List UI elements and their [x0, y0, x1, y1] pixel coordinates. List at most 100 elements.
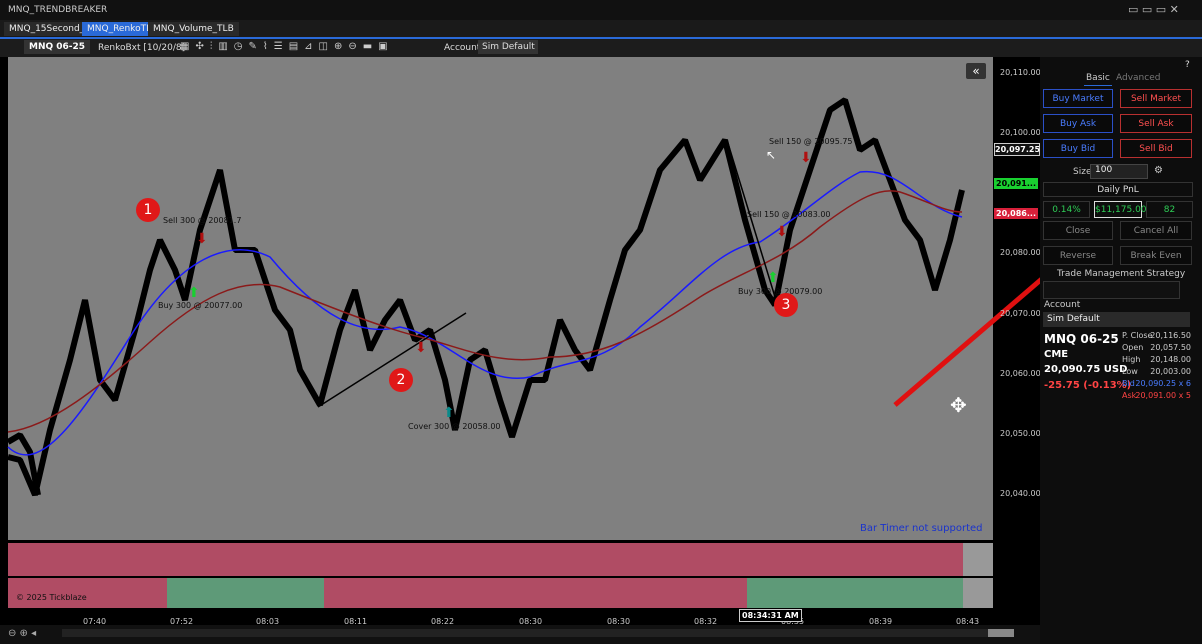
chart-type[interactable]: RenkoBxt [10/20/8]: [98, 43, 186, 53]
title-bar: MNQ_TRENDBREAKER ▭ ▭ ▭ ✕: [0, 0, 1202, 20]
quote-label: Ask: [1122, 391, 1137, 400]
time-label: 08:11: [344, 617, 368, 626]
tab[interactable]: MNQ_15Second_TB: [4, 22, 101, 36]
pnl-value: 82: [1146, 201, 1193, 218]
action-button[interactable]: Break Even: [1120, 246, 1192, 265]
price-tag: 20,091...: [994, 178, 1038, 189]
svg-text:⬇: ⬇: [196, 231, 208, 247]
account-select[interactable]: Sim Default: [1043, 312, 1190, 327]
buy-button[interactable]: Buy Bid: [1043, 139, 1113, 158]
account-label: Account: [1044, 300, 1081, 310]
pnl-header: Daily PnL: [1043, 182, 1193, 197]
quote-value: 20,003.00: [1150, 367, 1191, 376]
price-tag: 20,086...: [994, 208, 1038, 219]
svg-text:↖: ↖: [766, 148, 776, 162]
buy-button[interactable]: Buy Market: [1043, 89, 1113, 108]
quote-value: 20,091.00 x 5: [1135, 391, 1191, 400]
quote-label: Low: [1122, 367, 1138, 376]
price-label: 20,100.00: [1000, 128, 1041, 137]
action-button[interactable]: Cancel All: [1120, 221, 1192, 240]
time-label: 08:30: [607, 617, 631, 626]
tab[interactable]: MNQ_Volume_TLB: [148, 22, 239, 36]
quote-label: Open: [1122, 343, 1144, 352]
slow-ma: [7, 190, 963, 433]
account-label: Account:: [444, 43, 484, 53]
exchange: CME: [1044, 349, 1069, 360]
copyright: © 2025 Tickblaze: [16, 593, 87, 602]
action-button[interactable]: Reverse: [1043, 246, 1113, 265]
tab[interactable]: Advanced: [1116, 73, 1161, 83]
time-label: 07:52: [170, 617, 194, 626]
quote-label: P. Close: [1122, 331, 1153, 340]
pnl-value: $11,175.00: [1094, 201, 1147, 218]
window-controls[interactable]: ▭ ▭ ▭ ✕: [1128, 3, 1179, 16]
svg-text:«: «: [972, 64, 979, 78]
price-label: 20,080.00: [1000, 248, 1041, 257]
renko-bars: [6, 97, 965, 497]
price-label: 20,040.00: [1000, 489, 1041, 498]
price-label: 20,070.00: [1000, 309, 1041, 318]
symbol[interactable]: MNQ 06-25: [24, 40, 91, 54]
quote-label: High: [1122, 355, 1141, 364]
gear[interactable]: ⚙: [1154, 165, 1163, 176]
time-label: 08:39: [869, 617, 893, 626]
tab[interactable]: Basic: [1084, 73, 1112, 86]
size-input[interactable]: 100: [1090, 164, 1148, 179]
svg-text:⊖ ⊕ ◂: ⊖ ⊕ ◂: [8, 628, 36, 639]
tool-icons[interactable]: ▦✣⫶▥◷✎⌇☰▤⊿◫⊕⊖▬▣: [180, 41, 394, 52]
svg-text:✥: ✥: [950, 393, 967, 417]
price-label: 20,110.00: [1000, 68, 1041, 77]
trade-annotation: Sell 300 @ 20081.7: [163, 216, 242, 225]
pnl-value: 0.14%: [1043, 201, 1090, 218]
step-marker: 3: [774, 293, 798, 317]
svg-text:⬇: ⬇: [776, 224, 788, 240]
svg-text:⬇: ⬇: [800, 150, 812, 166]
order-panel: ? Basic Advanced Buy Market Sell Market Buy …: [1040, 57, 1202, 644]
sell-button[interactable]: Sell Bid: [1120, 139, 1192, 158]
quote-label: Bid: [1122, 379, 1135, 388]
trade-annotation: Buy 300 @ 20079.00: [738, 287, 823, 296]
svg-text:⬆: ⬆: [188, 285, 200, 301]
time-label: 07:40: [83, 617, 107, 626]
svg-text:⬆: ⬆: [767, 270, 779, 286]
price-label: 20,050.00: [1000, 429, 1041, 438]
tab-bar: MNQ_15Second_TB MNQ_RenkoTLB MNQ_Volume_TL…: [0, 20, 1202, 39]
bar-timer: Bar Timer not supported: [860, 523, 983, 534]
change: -25.75 (-0.13%): [1044, 380, 1132, 391]
svg-text:⬇: ⬇: [415, 340, 427, 356]
sell-button[interactable]: Sell Ask: [1120, 114, 1192, 133]
chart-overlay: 20,110.00 20,100.00 20,080.00 20,070.00 20,0…: [16, 68, 1170, 626]
window-title: MNQ_TRENDBREAKER: [8, 5, 108, 15]
quote-value: 20,057.50: [1150, 343, 1191, 352]
sell-button[interactable]: Sell Market: [1120, 89, 1192, 108]
account-select[interactable]: Sim Default: [478, 40, 538, 54]
tab[interactable]: MNQ_RenkoTLB: [82, 22, 163, 36]
strategy-select[interactable]: [1043, 281, 1180, 299]
step-marker: 1: [136, 198, 160, 222]
trade-annotation: Sell 150 @ 20095.75: [769, 137, 853, 146]
quote-value: 20,148.00: [1150, 355, 1191, 364]
last-price: 20,090.75 USD: [1044, 364, 1128, 375]
quote-value: 20,090.25 x 6: [1135, 379, 1191, 388]
help[interactable]: ?: [1185, 60, 1190, 70]
step-marker: 2: [389, 368, 413, 392]
trade-annotation: Sell 150 @ 20083.00: [747, 210, 831, 219]
buy-button[interactable]: Buy Ask: [1043, 114, 1113, 133]
time-label: 08:30: [519, 617, 543, 626]
chart: « ⬇ ⬇ ⬇ ⬇ ⬆ ⬆ ⬆ ⊖ ⊕ ◂ ✥ ↖: [0, 57, 1040, 644]
instrument: MNQ 06-25: [1044, 332, 1119, 346]
size-label: Size: [1073, 167, 1092, 177]
cursor-time: 08:34:31 AM: [739, 609, 802, 622]
action-button[interactable]: Close: [1043, 221, 1113, 240]
trade-annotation: Buy 300 @ 20077.00: [158, 301, 243, 310]
fast-ma: [7, 170, 963, 456]
time-label: 08:22: [431, 617, 455, 626]
time-label: 08:43: [956, 617, 980, 626]
svg-text:⬆: ⬆: [443, 405, 455, 421]
price-label: 20,060.00: [1000, 369, 1041, 378]
toolbar: MNQ 06-25 RenkoBxt [10/20/8] ▦✣⫶▥◷✎⌇☰▤⊿◫…: [0, 39, 1202, 57]
quote-value: 20,116.50: [1150, 331, 1191, 340]
strategy-label: Trade Management Strategy: [1057, 269, 1186, 279]
time-label: 08:03: [256, 617, 280, 626]
